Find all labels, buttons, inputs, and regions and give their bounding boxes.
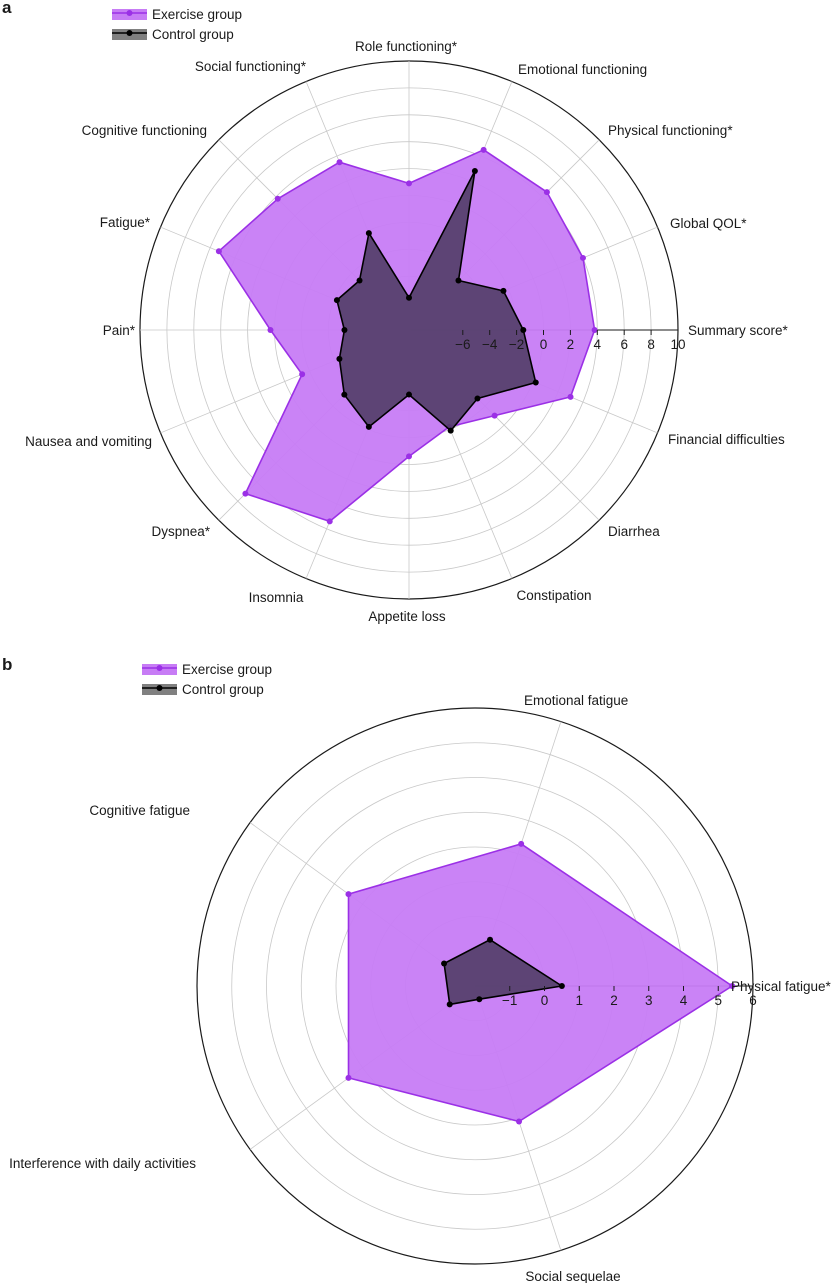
exercise-point [336,159,343,166]
control-point [471,167,478,174]
category-label: Financial difficulties [668,432,785,447]
control-point [520,327,527,333]
category-label: Physical fatigue* [731,979,832,994]
exercise-point [242,490,249,497]
exercise-point [345,1074,352,1081]
category-label: Diarrhea [608,524,660,539]
control-legend-label: Control group [182,682,264,697]
category-label: Summary score* [688,323,789,338]
exercise-point [215,248,222,255]
tick-label: 8 [647,337,655,352]
tick-label: 6 [620,337,628,352]
category-label: Emotional functioning [518,62,647,77]
control-point [446,1001,453,1008]
control-point [500,287,507,294]
control-point [356,277,363,284]
control-point [333,297,340,304]
exercise-point [567,393,574,400]
tick-label: 0 [540,337,548,352]
tick-label: 4 [680,993,688,1008]
panel-label-a: a [2,0,12,17]
control-point [341,391,348,398]
category-label: Emotional fatigue [524,693,628,708]
category-label: Cognitive functioning [82,123,207,138]
exercise-legend-label: Exercise group [152,7,242,22]
category-label: Cognitive fatigue [89,803,190,818]
control-point [365,230,372,237]
category-label: Social functioning* [195,59,307,74]
panel-label-b: b [2,655,13,674]
control-point [476,996,483,1003]
control-point [474,395,481,402]
control-point [441,960,448,967]
control-point [365,423,372,430]
exercise-point [345,891,352,898]
category-label: Dyspnea* [151,524,210,539]
category-label: Physical functioning* [608,123,733,138]
exercise-point [274,195,281,202]
exercise-point [406,453,412,460]
tick-label: −2 [509,337,524,352]
category-label: Social sequelae [525,1269,620,1283]
control-series-area [443,938,563,1006]
exercise-point [591,327,598,333]
tick-label: 1 [575,993,583,1008]
category-label: Fatigue* [100,215,151,230]
category-label: Appetite loss [368,609,446,624]
exercise-point [406,180,412,187]
category-label: Constipation [516,588,591,603]
control-point [487,936,494,943]
exercise-point [491,412,498,419]
control-point [455,277,462,284]
exercise-legend-marker [156,665,163,671]
tick-label: 10 [670,337,685,352]
exercise-legend-marker [126,10,133,16]
category-label: Role functioning* [355,39,458,54]
category-label: Nausea and vomiting [25,434,152,449]
exercise-point [480,146,487,153]
control-legend-label: Control group [152,27,234,42]
control-point [406,391,412,398]
control-point [341,327,348,333]
legend: Exercise group Control group [142,662,272,697]
category-label: Insomnia [249,590,304,605]
tick-label: −1 [502,993,517,1008]
category-label: Global QOL* [670,216,747,231]
control-point [406,294,412,301]
exercise-point [518,840,525,847]
exercise-point [326,518,333,525]
tick-label: 0 [541,993,549,1008]
tick-label: 2 [610,993,618,1008]
tick-label: 3 [645,993,653,1008]
tick-label: 4 [594,337,602,352]
control-point [336,355,343,362]
exercise-point [543,189,550,196]
control-point [447,427,454,434]
exercise-point [299,371,306,378]
control-legend-marker [126,30,133,36]
legend: Exercise group Control group [112,7,242,42]
control-point [558,983,565,989]
exercise-point [516,1118,523,1125]
category-label: Interference with daily activities [9,1156,196,1171]
tick-label: −4 [482,337,498,352]
exercise-point [579,254,586,261]
category-label: Pain* [103,323,136,338]
tick-label: 2 [567,337,575,352]
tick-label: 5 [714,993,722,1008]
exercise-point [267,327,274,333]
exercise-legend-label: Exercise group [182,662,272,677]
tick-label: 6 [749,993,757,1008]
tick-label: −6 [455,337,470,352]
exercise-point [729,983,736,989]
control-legend-marker [156,685,163,691]
control-point [532,379,539,386]
